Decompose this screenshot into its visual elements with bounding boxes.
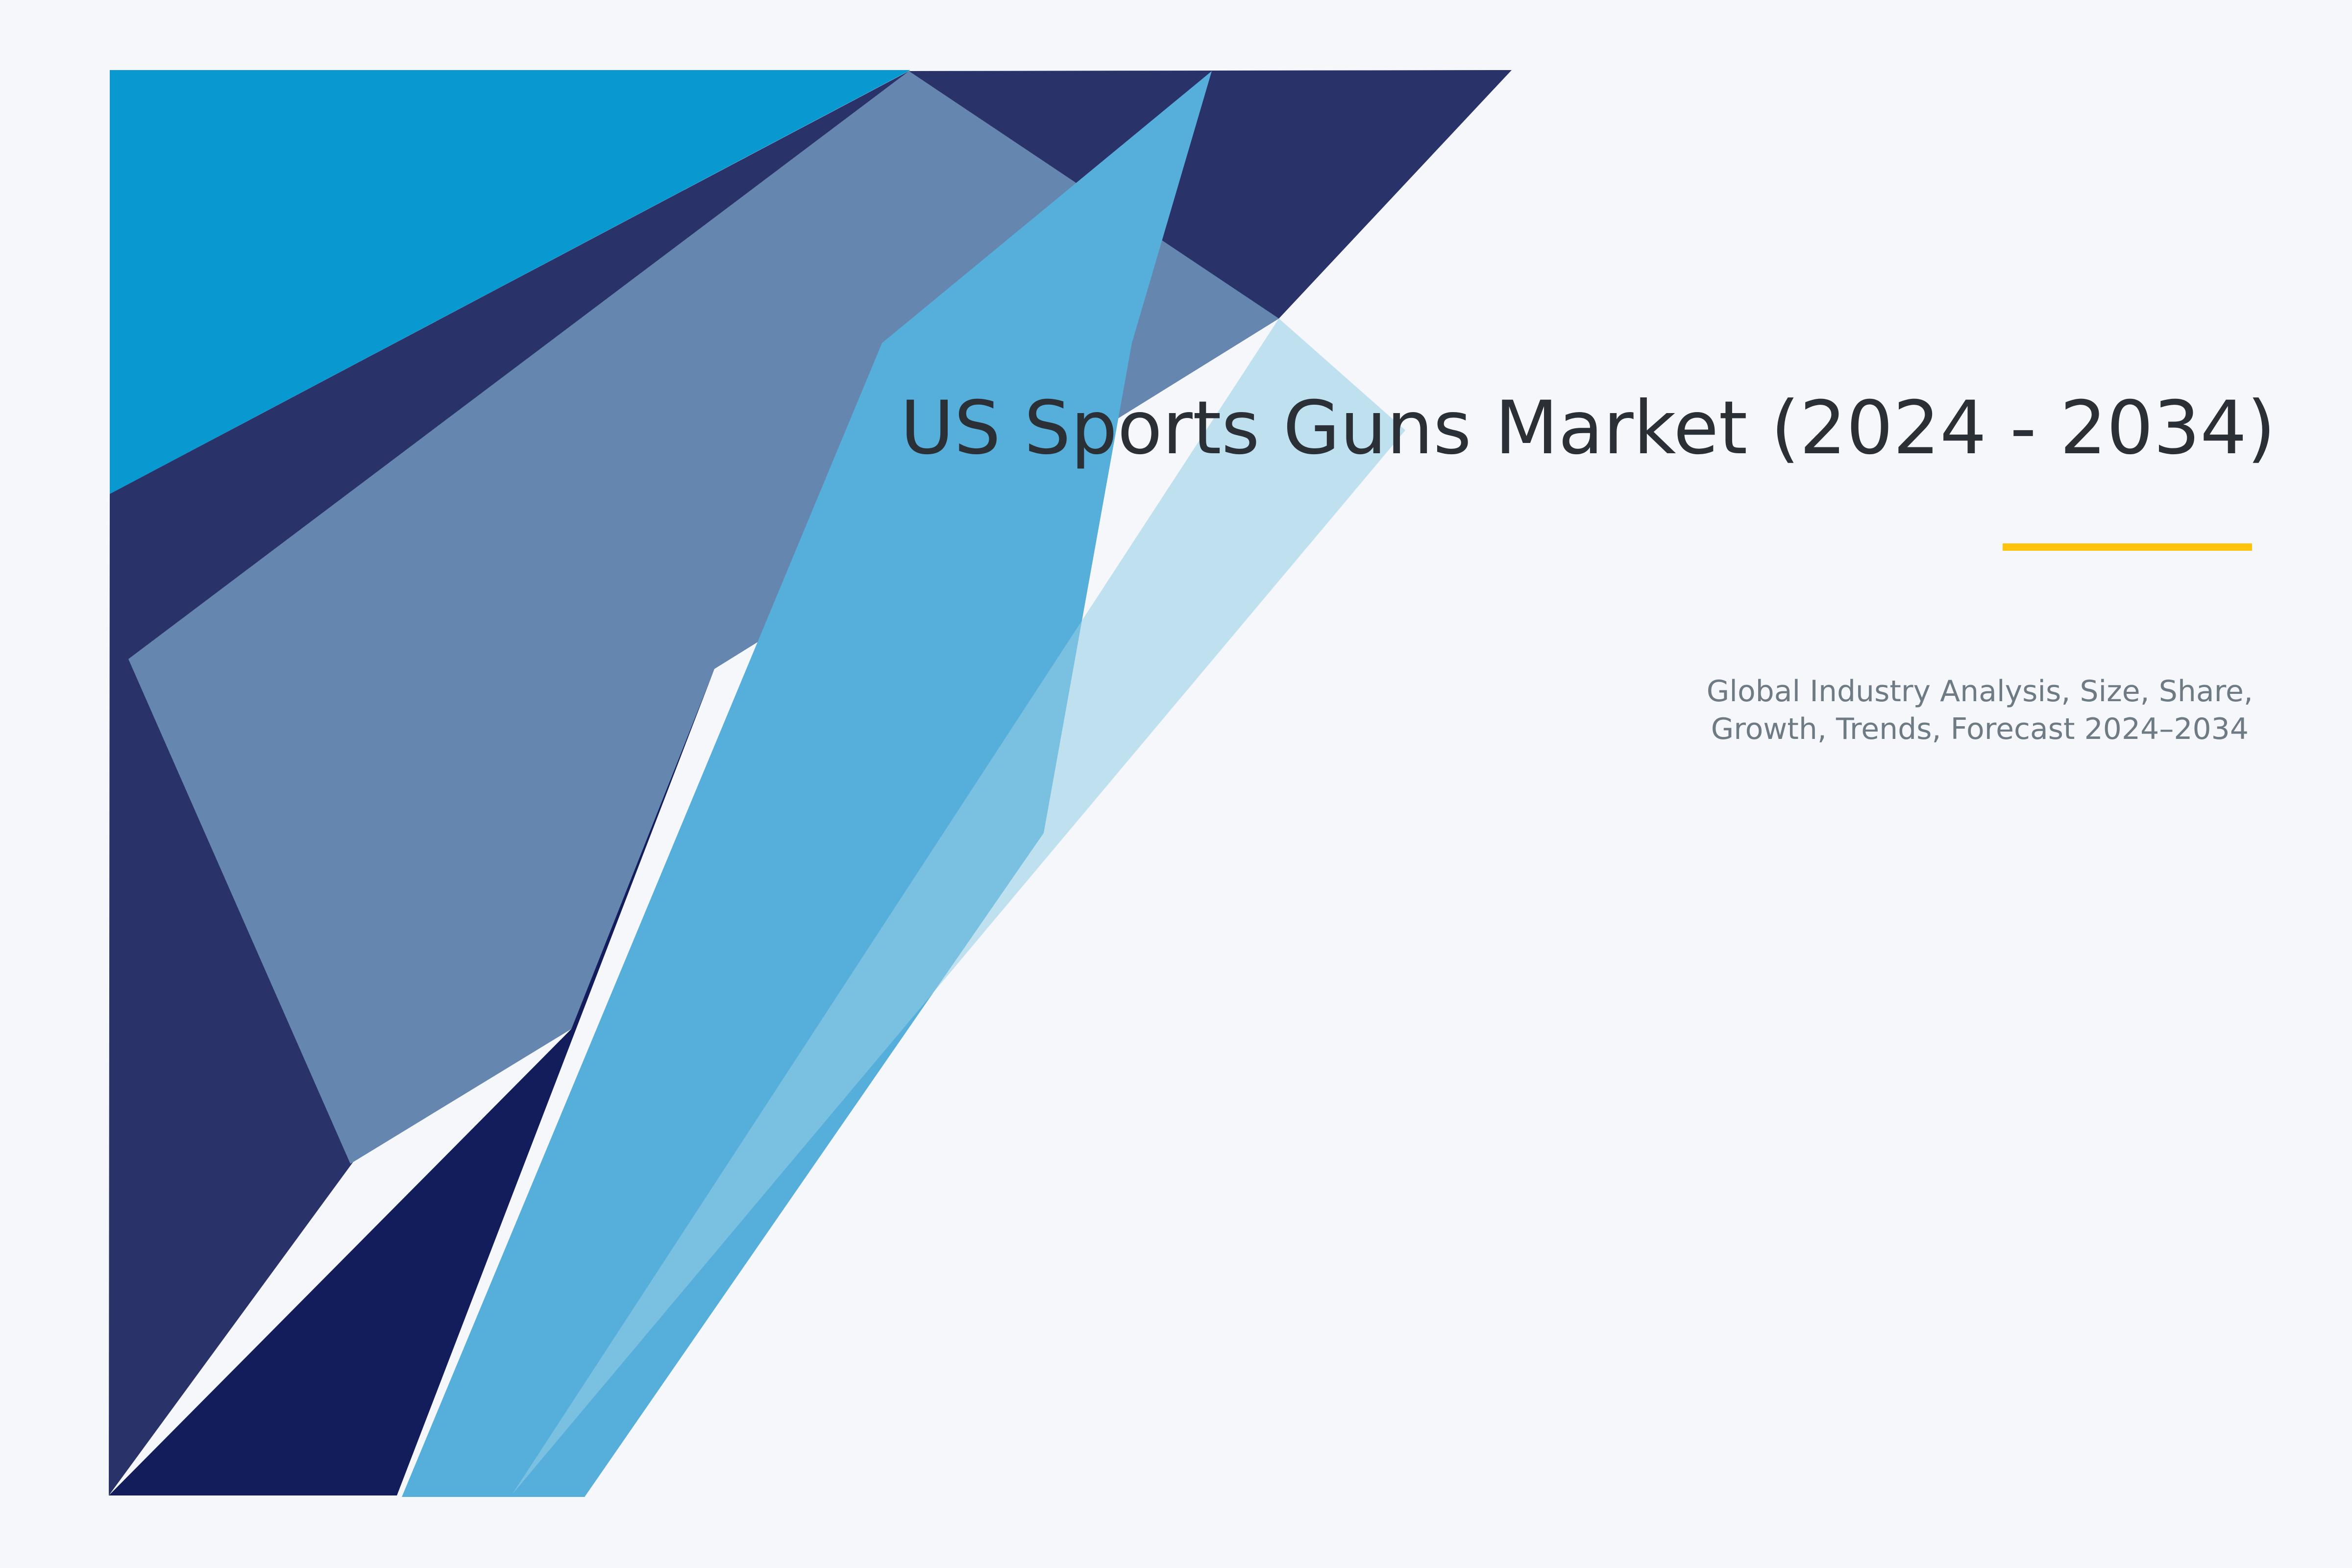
cyan-triangle-shape [110, 70, 910, 494]
page-title: US Sports Guns Market (2024 - 2034) [900, 386, 2276, 471]
subtitle: Global Industry Analysis, Size, Share, G… [1707, 673, 2253, 748]
subtitle-line-1: Global Industry Analysis, Size, Share, [1706, 674, 2253, 709]
sky-blue-band-shape [402, 71, 1212, 1497]
title-accent-divider [2003, 543, 2252, 551]
pale-blue-wedge-shape [512, 318, 1405, 1494]
subtitle-line-2: Growth, Trends, Forecast 2024–2034 [1711, 712, 2249, 746]
dark-navy-wedge-shape [109, 669, 714, 1495]
